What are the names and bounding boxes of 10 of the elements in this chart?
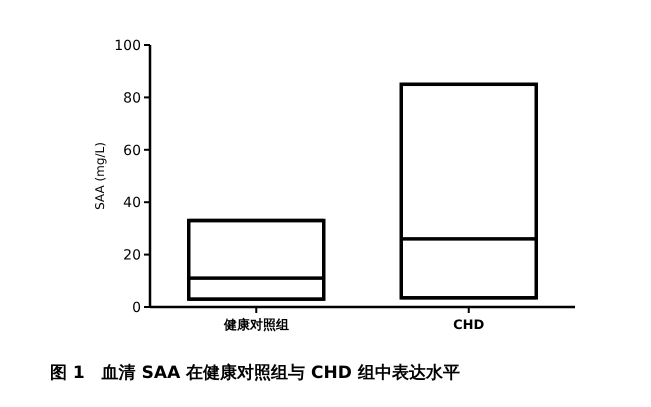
y-tick-label: 80 [123,90,141,106]
y-tick-label: 100 [114,38,141,54]
x-tick-label: 健康对照组 [222,317,289,333]
y-tick-label: 60 [123,142,141,159]
y-tick-label: 40 [123,195,141,212]
x-tick-label: CHD [453,318,485,333]
y-tick-label: 0 [132,300,141,316]
y-axis-title: SAA (mg/L) [93,142,107,210]
y-tick-label: 20 [123,248,141,264]
caption: 图 1 血清 SAA 在健康对照组与 CHD 组中表达水平 [50,363,460,383]
